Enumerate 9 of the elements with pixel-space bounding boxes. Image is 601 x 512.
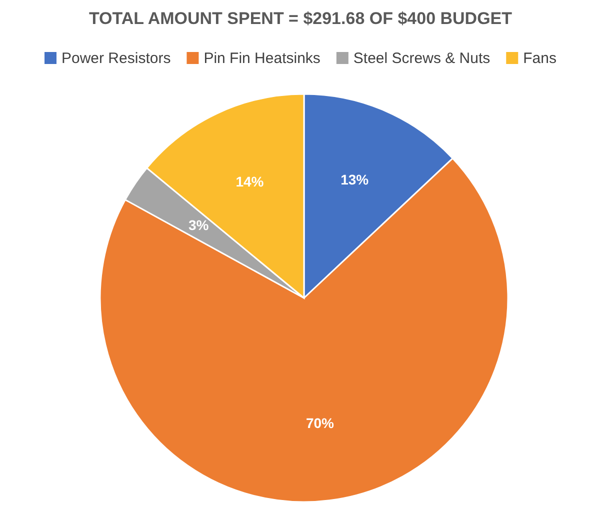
legend-label: Power Resistors: [62, 50, 171, 67]
legend-label: Pin Fin Heatsinks: [204, 50, 320, 67]
data-label: 14%: [236, 173, 264, 190]
chart-title: TOTAL AMOUNT SPENT = $291.68 OF $400 BUDGET: [88, 9, 513, 28]
legend-label: Fans: [523, 50, 556, 67]
data-label: 3%: [188, 217, 210, 234]
legend-label: Steel Screws & Nuts: [353, 50, 490, 67]
data-label: 70%: [306, 415, 335, 432]
data-label: 13%: [340, 172, 370, 188]
